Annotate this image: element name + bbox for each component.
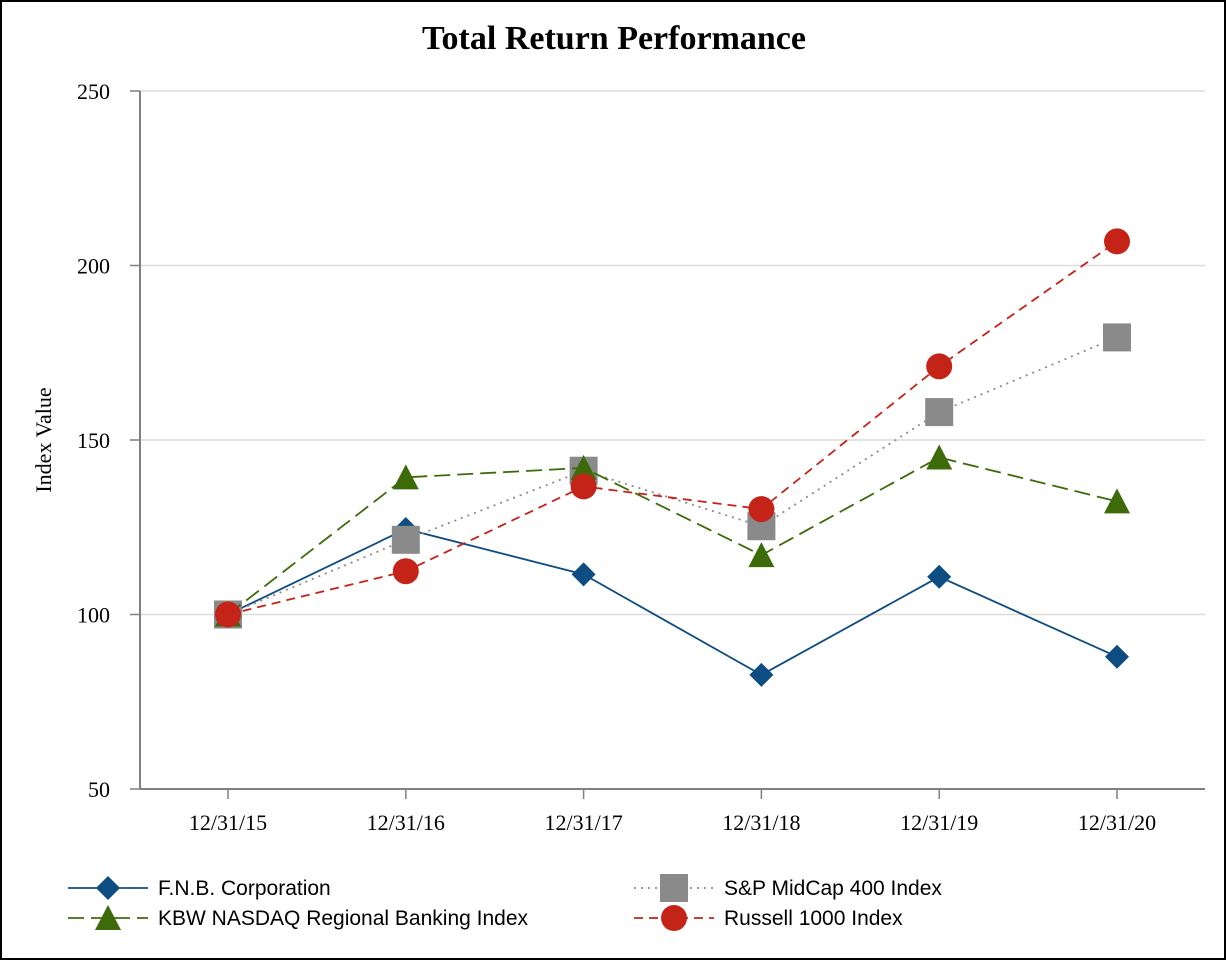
data-point-diamond bbox=[1105, 644, 1129, 669]
y-tick-labels: 50 100 150 200 250 bbox=[77, 79, 110, 802]
legend-item-russell-1000-index: Russell 1000 Index bbox=[634, 905, 903, 931]
legend-item-f-n-b-corporation: F.N.B. Corporation bbox=[68, 876, 331, 900]
series-line bbox=[227, 528, 1118, 676]
data-point-circle bbox=[1104, 228, 1130, 255]
x-tick-label: 12/31/20 bbox=[1078, 810, 1156, 835]
series-line bbox=[227, 240, 1118, 616]
series-kbw-nasdaq-regional-banking-index bbox=[215, 444, 1130, 627]
data-point-triangle bbox=[392, 464, 419, 490]
legend-marker-diamond bbox=[96, 876, 120, 900]
data-point-circle bbox=[215, 601, 241, 628]
data-point-diamond bbox=[749, 662, 774, 687]
legend-item-s-p-midcap-400-index: S&P MidCap 400 Index bbox=[634, 874, 942, 902]
x-tick-label: 12/31/19 bbox=[900, 810, 978, 835]
y-axis-label: Index Value bbox=[31, 387, 56, 492]
data-point-circle bbox=[570, 473, 597, 500]
series-russell-1000-index bbox=[215, 228, 1130, 628]
axes bbox=[130, 90, 1205, 799]
y-tick-label: 200 bbox=[77, 254, 110, 279]
chart-title: Total Return Performance bbox=[422, 20, 806, 57]
data-point-square bbox=[1103, 323, 1131, 352]
data-point-triangle bbox=[926, 444, 953, 470]
x-tick-label: 12/31/15 bbox=[189, 810, 267, 835]
x-tick-label: 12/31/18 bbox=[722, 810, 800, 835]
x-tick-labels: 12/31/15 12/31/16 12/31/17 12/31/18 12/31/19… bbox=[189, 810, 1156, 835]
data-point-triangle bbox=[748, 542, 775, 568]
y-tick-label: 50 bbox=[88, 777, 110, 802]
legend-label: KBW NASDAQ Regional Banking Index bbox=[158, 907, 529, 930]
series-line bbox=[227, 456, 1118, 616]
data-point-square bbox=[391, 525, 420, 554]
data-point-circle bbox=[392, 558, 419, 585]
data-point-triangle bbox=[570, 454, 597, 480]
legend-label: S&P MidCap 400 Index bbox=[724, 877, 942, 900]
data-point-diamond bbox=[927, 564, 952, 589]
data-point-square bbox=[925, 398, 954, 427]
data-point-circle bbox=[926, 353, 953, 380]
legend-item-kbw-nasdaq-regional-banking-index: KBW NASDAQ Regional Banking Index bbox=[68, 905, 529, 930]
x-tick-label: 12/31/17 bbox=[544, 810, 622, 835]
series-s-p-midcap-400-index bbox=[214, 323, 1131, 629]
gridlines bbox=[140, 90, 1205, 616]
y-tick-label: 100 bbox=[77, 603, 110, 628]
legend: F.N.B. Corporation S&P MidCap 400 Index KB… bbox=[68, 874, 942, 931]
legend-label: F.N.B. Corporation bbox=[158, 877, 331, 900]
legend-label: Russell 1000 Index bbox=[724, 907, 903, 930]
data-point-diamond bbox=[571, 562, 596, 587]
series-f-n-b-corporation bbox=[216, 516, 1129, 687]
y-tick-label: 150 bbox=[77, 428, 110, 453]
legend-marker-circle bbox=[661, 905, 687, 931]
series-group bbox=[214, 228, 1131, 687]
legend-marker-square bbox=[660, 874, 688, 902]
legend-marker-triangle bbox=[95, 905, 121, 930]
data-point-triangle bbox=[1104, 488, 1130, 514]
data-point-circle bbox=[748, 496, 775, 523]
x-tick-label: 12/31/16 bbox=[367, 810, 445, 835]
y-tick-label: 250 bbox=[77, 79, 110, 104]
series-line bbox=[227, 336, 1118, 616]
